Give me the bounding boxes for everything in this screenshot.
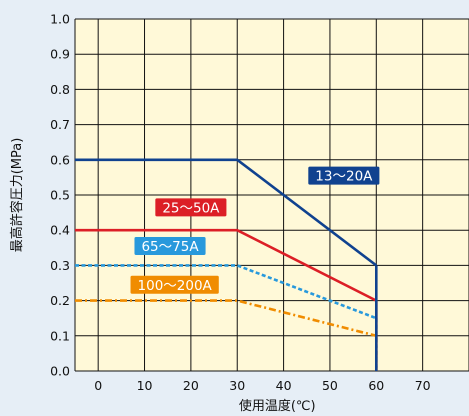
y-axis-title: 最高許容圧力(MPa) [9,138,25,253]
y-tick-label: 0.3 [50,258,70,273]
x-axis-title: 使用温度(℃) [239,398,316,414]
series-label: 100〜200A [130,275,219,294]
series-label: 65〜75A [134,237,206,256]
x-tick-label: 40 [276,378,292,393]
y-tick-label: 0.5 [50,188,70,203]
series-label-box [134,237,206,256]
y-tick-label: 0.9 [50,47,70,62]
x-tick-label: 60 [368,378,384,393]
y-tick-label: 0.2 [50,293,70,308]
y-tick-label: 0.8 [50,82,70,97]
series-line [75,299,377,338]
series-line [75,264,377,320]
x-tick-label: 0 [94,378,102,393]
grid [74,18,469,372]
y-tick-label: 1.0 [50,12,70,27]
series-label-text: 100〜200A [138,278,213,294]
series-line [75,228,377,302]
series-label: 13〜20A [308,166,380,185]
series-line [75,158,378,267]
series-labels: 13〜20A 25〜50A 65〜75A 100〜200A [130,166,380,294]
y-tick-label: 0.7 [50,117,70,132]
x-tick-label: 30 [229,378,245,393]
y-tick-label: 0.4 [50,223,70,238]
series-label-text: 13〜20A [315,169,373,185]
tick-labels: 0 10 20 30 40 50 60 70 0.0 0.1 0.2 0.3 0.4 0.5 0.6 0.7 0… [50,12,431,394]
x-tick-label: 20 [183,378,199,393]
x-tick-label: 10 [137,378,153,393]
series-label-text: 25〜50A [162,200,220,216]
series-label: 25〜50A [155,198,227,217]
series-label-box [308,166,380,185]
series-lines [75,158,378,371]
y-tick-label: 0.6 [50,152,70,167]
y-tick-label: 0.1 [50,328,70,343]
y-tick-label: 0.0 [50,364,70,379]
series-label-box [130,275,219,294]
x-tick-label: 70 [415,378,431,393]
series-label-text: 65〜75A [141,239,199,255]
series-label-box [155,198,227,217]
x-tick-label: 50 [322,378,338,393]
